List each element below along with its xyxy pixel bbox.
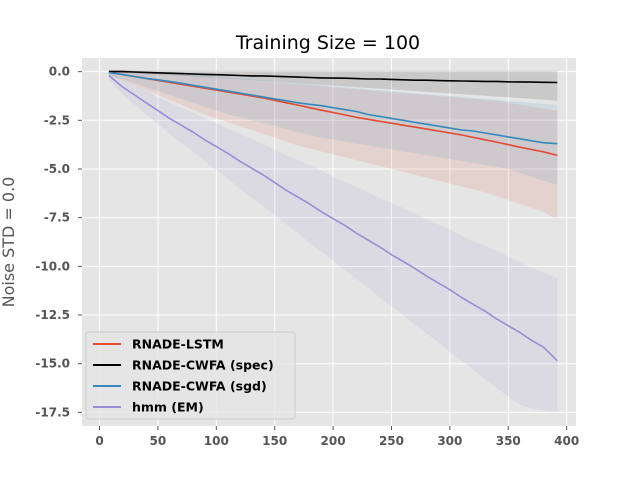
line-series-2	[108, 70, 558, 84]
legend-label: RNADE-LSTM	[132, 337, 224, 352]
chart-title: Training Size = 100	[235, 32, 420, 54]
x-tick-label: 400	[554, 434, 579, 448]
x-tick-label: 0	[95, 434, 103, 448]
line-series-3	[108, 71, 558, 145]
x-tick-label: 250	[379, 434, 404, 448]
legend: RNADE-LSTM RNADE-CWFA (spec) RNADE-CWFA (s…	[85, 331, 296, 420]
series-lines	[108, 70, 558, 362]
legend-label: RNADE-CWFA (spec)	[132, 358, 274, 373]
line-series-4	[108, 74, 558, 362]
x-tick-label: 100	[204, 434, 229, 448]
y-tick-label: -5.0	[44, 162, 70, 176]
band-series-4	[108, 71, 558, 413]
confidence-bands	[108, 69, 558, 413]
grid-lines	[82, 58, 576, 426]
legend-label: hmm (EM)	[132, 400, 204, 415]
y-tick-label: -15.0	[35, 357, 70, 371]
x-tick-label: 200	[321, 434, 346, 448]
y-tick-label: -2.5	[44, 113, 70, 127]
y-tick-label: 0.0	[49, 65, 70, 79]
y-tick-label: -17.5	[35, 405, 70, 419]
band-series-3	[108, 70, 558, 185]
y-tick-label: -10.0	[35, 259, 70, 273]
y-tick-label: -12.5	[35, 308, 70, 322]
legend-label: RNADE-CWFA (sgd)	[132, 379, 267, 394]
band-series-1	[108, 69, 558, 220]
x-tick-labels: 0 50 100 150 200 250 300 350 400	[95, 426, 579, 448]
y-tick-label: -7.5	[44, 211, 70, 225]
y-axis-label: Noise STD = 0.0	[0, 177, 18, 308]
legend-box	[85, 331, 296, 420]
x-tick-label: 50	[150, 434, 167, 448]
y-tick-labels: 0.0 -2.5 -5.0 -7.5 -10.0 -12.5 -15.0 -17.5	[35, 65, 82, 419]
x-tick-label: 300	[437, 434, 462, 448]
x-tick-label: 150	[262, 434, 287, 448]
line-series-1	[108, 71, 558, 157]
x-tick-label: 350	[496, 434, 521, 448]
band-series-2	[108, 70, 558, 101]
